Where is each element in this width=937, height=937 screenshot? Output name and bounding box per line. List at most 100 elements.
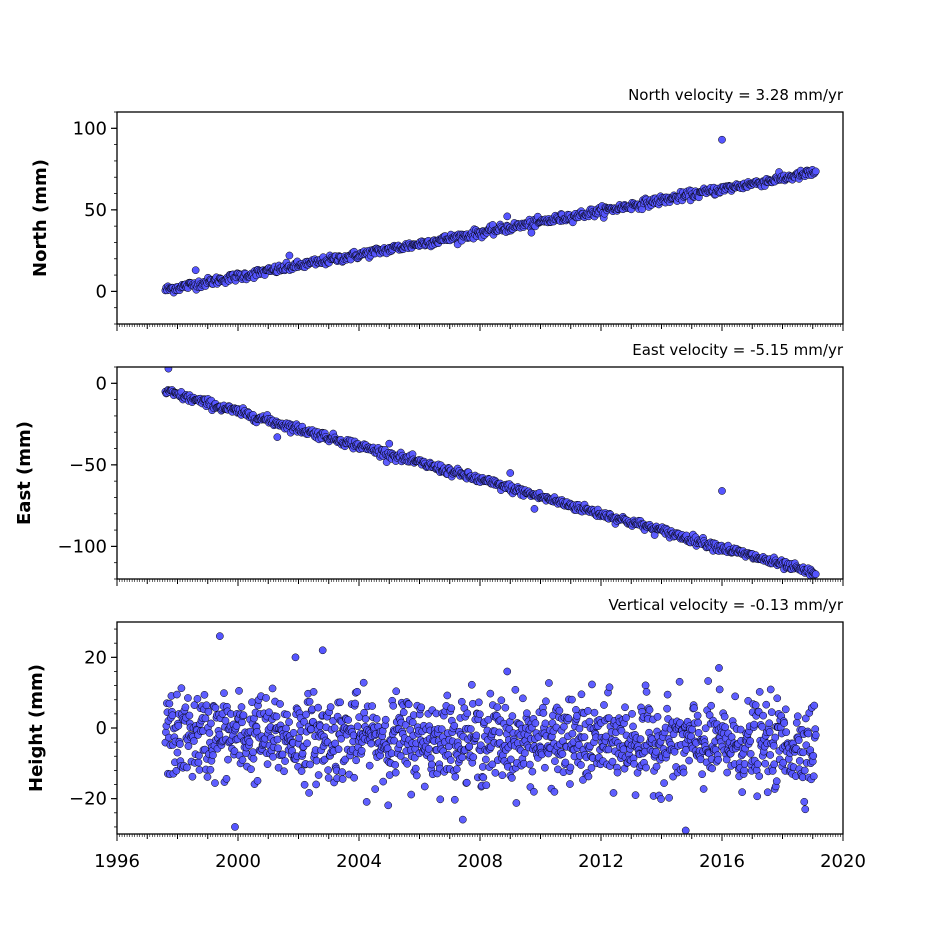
- data-point: [482, 781, 491, 790]
- data-point: [526, 760, 534, 769]
- data-point: [177, 684, 186, 693]
- data-point: [384, 801, 393, 810]
- vertical-velocity-annotation: Vertical velocity = -0.13 mm/yr: [608, 596, 843, 614]
- data-point: [235, 687, 243, 695]
- data-point: [379, 777, 388, 786]
- data-point: [621, 703, 629, 712]
- data-point: [809, 751, 818, 760]
- data-point: [451, 772, 460, 781]
- data-point: [278, 750, 287, 759]
- data-point: [629, 722, 637, 731]
- data-point: [731, 692, 740, 701]
- data-point: [168, 711, 177, 720]
- data-point: [642, 688, 651, 696]
- data-point: [585, 717, 594, 726]
- data-point: [283, 710, 291, 719]
- data-point: [799, 748, 808, 757]
- data-point: [795, 757, 804, 765]
- data-point: [450, 721, 459, 730]
- data-point: [765, 719, 774, 728]
- data-point: [446, 756, 455, 764]
- data-point: [767, 708, 776, 717]
- data-point: [613, 768, 622, 777]
- data-point: [531, 719, 540, 728]
- data-point: [486, 689, 495, 698]
- axes-frame: [116, 111, 844, 325]
- data-point: [765, 728, 774, 736]
- data-point: [755, 688, 764, 696]
- data-point: [769, 741, 778, 750]
- data-point: [809, 772, 818, 781]
- data-point: [708, 764, 716, 773]
- data-point: [707, 701, 715, 710]
- data-point: [670, 747, 679, 756]
- data-point: [185, 711, 194, 720]
- data-point: [337, 734, 345, 743]
- data-point: [353, 722, 362, 731]
- data-point: [407, 790, 416, 799]
- data-point: [305, 789, 313, 797]
- data-point: [484, 715, 493, 724]
- data-point: [309, 688, 318, 696]
- y-tick-label: 20: [84, 647, 107, 668]
- outlier-point: [318, 646, 327, 655]
- data-point: [404, 700, 413, 709]
- data-point: [782, 728, 791, 737]
- outlier-point: [191, 266, 200, 275]
- x-tick-label: 2020: [820, 851, 866, 872]
- data-point: [165, 699, 174, 708]
- data-point: [740, 766, 749, 775]
- data-point: [204, 707, 213, 716]
- data-point: [220, 689, 228, 697]
- data-point: [811, 167, 820, 176]
- outlier-point: [527, 228, 536, 237]
- data-point: [630, 760, 638, 768]
- data-point: [780, 719, 789, 727]
- data-point: [763, 788, 772, 797]
- data-point: [190, 737, 198, 745]
- east-panel: East velocity = -5.15 mm/yr East (mm) −1…: [14, 341, 844, 586]
- data-point: [247, 765, 255, 774]
- data-point: [690, 704, 698, 712]
- data-points: [161, 632, 820, 834]
- outlier-point: [385, 439, 394, 448]
- data-point: [424, 744, 433, 753]
- data-point: [772, 777, 781, 786]
- data-point: [645, 706, 654, 714]
- data-point: [696, 755, 705, 764]
- data-point: [450, 795, 459, 804]
- data-point: [551, 757, 559, 766]
- data-point: [675, 677, 684, 686]
- data-point: [295, 734, 303, 742]
- data-point: [193, 694, 202, 703]
- data-point: [792, 718, 801, 727]
- data-point: [173, 690, 181, 699]
- data-point: [312, 780, 320, 789]
- data-point: [200, 691, 209, 699]
- data-point: [285, 718, 293, 726]
- data-point: [641, 681, 650, 690]
- data-point: [721, 723, 730, 732]
- data-point: [265, 708, 273, 717]
- data-point: [568, 695, 576, 704]
- data-point: [392, 687, 401, 696]
- data-point: [303, 739, 311, 748]
- data-point: [297, 767, 306, 775]
- data-point: [800, 797, 809, 806]
- data-point: [771, 733, 780, 742]
- y-tick-label: 0: [96, 373, 107, 394]
- outlier-point: [273, 433, 282, 441]
- north-velocity-annotation: North velocity = 3.28 mm/yr: [628, 86, 844, 104]
- north-axis-label: North (mm): [30, 159, 51, 277]
- data-point: [753, 792, 762, 801]
- data-point: [344, 716, 352, 724]
- data-point: [353, 687, 362, 696]
- data-point: [679, 768, 688, 777]
- outlier-point: [715, 664, 723, 672]
- data-point: [391, 768, 400, 777]
- data-point: [588, 680, 596, 689]
- data-point: [399, 708, 408, 717]
- data-point: [608, 757, 617, 766]
- y-tick-label: −50: [69, 455, 107, 476]
- data-point: [694, 728, 703, 737]
